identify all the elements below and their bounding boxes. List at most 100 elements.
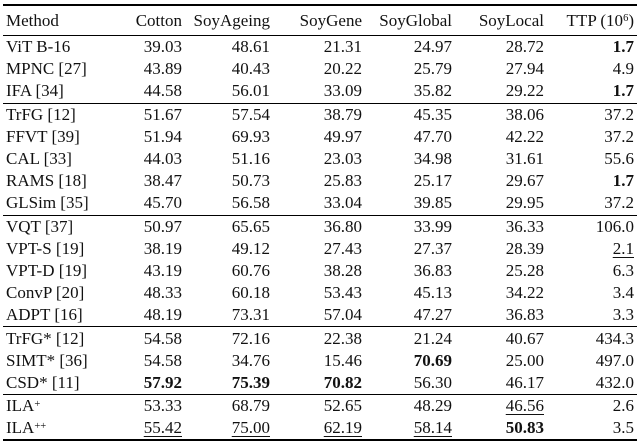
cell-value: 38.19 bbox=[143, 238, 182, 258]
cell-value: 52.65 bbox=[323, 396, 362, 416]
table-row: VPT-S [19] 38.19 49.12 27.43 27.37 28.39 2.1 bbox=[3, 238, 637, 260]
cell-value: 36.80 bbox=[323, 216, 362, 236]
cell-value: 47.70 bbox=[413, 126, 452, 146]
col-header-label: Method bbox=[6, 10, 59, 30]
cell-value: 2.6 bbox=[612, 396, 634, 416]
value-cell: 33.99 bbox=[365, 215, 455, 238]
table-row: GLSim [35] 45.70 56.58 33.04 39.85 29.95 37.2 bbox=[3, 192, 637, 215]
table-row: SIMT* [36] 54.58 34.76 15.46 70.69 25.00 497.0 bbox=[3, 350, 637, 372]
value-cell: 25.79 bbox=[365, 58, 455, 80]
col-header-label: SoyGene bbox=[299, 10, 362, 30]
cell-value: 42.22 bbox=[505, 126, 544, 146]
value-cell: 48.29 bbox=[365, 395, 455, 418]
method-cell: FFVT [39] bbox=[3, 126, 125, 148]
value-cell: 38.06 bbox=[455, 103, 547, 126]
cell-value: 39.03 bbox=[143, 37, 182, 57]
method-cell: SIMT* [36] bbox=[3, 350, 125, 372]
cell-value: 69.93 bbox=[231, 126, 270, 146]
table-row: MPNC [27] 43.89 40.43 20.22 25.79 27.94 4.9 bbox=[3, 58, 637, 80]
cell-value: 21.24 bbox=[413, 328, 452, 348]
cell-value: 1.7 bbox=[612, 37, 634, 57]
value-cell: 21.31 bbox=[273, 36, 365, 59]
value-cell: 45.13 bbox=[365, 282, 455, 304]
value-cell: 69.93 bbox=[185, 126, 273, 148]
value-cell: 497.0 bbox=[547, 350, 637, 372]
value-cell: 25.17 bbox=[365, 170, 455, 192]
method-name: ILA bbox=[6, 396, 35, 416]
value-cell: 68.79 bbox=[185, 395, 273, 418]
value-cell: 54.58 bbox=[125, 350, 185, 372]
cell-value: 34.76 bbox=[231, 350, 270, 370]
cell-value: 27.37 bbox=[413, 238, 452, 258]
cell-value: 37.2 bbox=[604, 104, 634, 124]
value-cell: 37.2 bbox=[547, 103, 637, 126]
cell-value: 3.3 bbox=[612, 305, 634, 325]
cell-value: 28.39 bbox=[505, 238, 544, 258]
cell-value: 62.19 bbox=[323, 418, 362, 438]
method-cell: TrFG [12] bbox=[3, 103, 125, 126]
method-cell: ILA++ bbox=[3, 417, 125, 440]
method-cell: ConvP [20] bbox=[3, 282, 125, 304]
value-cell: 57.54 bbox=[185, 103, 273, 126]
table-section-2: TrFG [12] 51.67 57.54 38.79 45.35 38.06 37.2 FF… bbox=[3, 103, 637, 215]
cell-value: 45.13 bbox=[413, 283, 452, 303]
col-header-soyageing: SoyAgeing bbox=[185, 5, 273, 36]
col-header-method: Method bbox=[3, 5, 125, 36]
value-cell: 72.16 bbox=[185, 327, 273, 350]
method-name: IFA [34] bbox=[6, 81, 64, 101]
cell-value: 75.00 bbox=[231, 418, 270, 438]
cell-value: 25.83 bbox=[323, 171, 362, 191]
value-cell: 57.04 bbox=[273, 304, 365, 327]
value-cell: 432.0 bbox=[547, 372, 637, 395]
cell-value: 50.83 bbox=[505, 418, 544, 438]
value-cell: 37.2 bbox=[547, 126, 637, 148]
value-cell: 50.83 bbox=[455, 417, 547, 440]
value-cell: 106.0 bbox=[547, 215, 637, 238]
value-cell: 33.04 bbox=[273, 192, 365, 215]
ttp-exponent: 6 bbox=[623, 13, 629, 25]
table-row: TrFG* [12] 54.58 72.16 22.38 21.24 40.67 434.3 bbox=[3, 327, 637, 350]
col-header-ttp: TTP (106) bbox=[547, 5, 637, 36]
value-cell: 1.7 bbox=[547, 80, 637, 103]
cell-value: 48.61 bbox=[231, 37, 270, 57]
value-cell: 36.33 bbox=[455, 215, 547, 238]
cell-value: 60.18 bbox=[231, 283, 270, 303]
cell-value: 56.30 bbox=[413, 372, 452, 392]
cell-value: 51.16 bbox=[231, 149, 270, 169]
value-cell: 33.09 bbox=[273, 80, 365, 103]
value-cell: 70.69 bbox=[365, 350, 455, 372]
method-cell: ILA+ bbox=[3, 395, 125, 418]
value-cell: 36.83 bbox=[455, 304, 547, 327]
cell-value: 25.79 bbox=[413, 59, 452, 79]
cell-value: 60.76 bbox=[231, 260, 270, 280]
method-cell: CAL [33] bbox=[3, 148, 125, 170]
value-cell: 24.97 bbox=[365, 36, 455, 59]
value-cell: 48.33 bbox=[125, 282, 185, 304]
cell-value: 38.47 bbox=[143, 171, 182, 191]
value-cell: 60.76 bbox=[185, 260, 273, 282]
method-name: MPNC [27] bbox=[6, 59, 87, 79]
cell-value: 73.31 bbox=[231, 305, 270, 325]
cell-value: 57.54 bbox=[231, 104, 270, 124]
value-cell: 20.22 bbox=[273, 58, 365, 80]
value-cell: 38.19 bbox=[125, 238, 185, 260]
cell-value: 29.22 bbox=[505, 81, 544, 101]
cell-value: 75.39 bbox=[231, 372, 270, 392]
value-cell: 57.92 bbox=[125, 372, 185, 395]
cell-value: 48.33 bbox=[143, 283, 182, 303]
cell-value: 45.70 bbox=[143, 193, 182, 213]
value-cell: 22.38 bbox=[273, 327, 365, 350]
value-cell: 2.1 bbox=[547, 238, 637, 260]
cell-value: 39.85 bbox=[413, 193, 452, 213]
value-cell: 44.03 bbox=[125, 148, 185, 170]
method-cell: IFA [34] bbox=[3, 80, 125, 103]
cell-value: 27.94 bbox=[505, 59, 544, 79]
cell-value: 20.22 bbox=[323, 59, 362, 79]
method-name: CAL [33] bbox=[6, 149, 72, 169]
value-cell: 73.31 bbox=[185, 304, 273, 327]
cell-value: 23.03 bbox=[323, 149, 362, 169]
method-name: VQT [37] bbox=[6, 216, 74, 236]
value-cell: 43.19 bbox=[125, 260, 185, 282]
cell-value: 497.0 bbox=[595, 350, 634, 370]
